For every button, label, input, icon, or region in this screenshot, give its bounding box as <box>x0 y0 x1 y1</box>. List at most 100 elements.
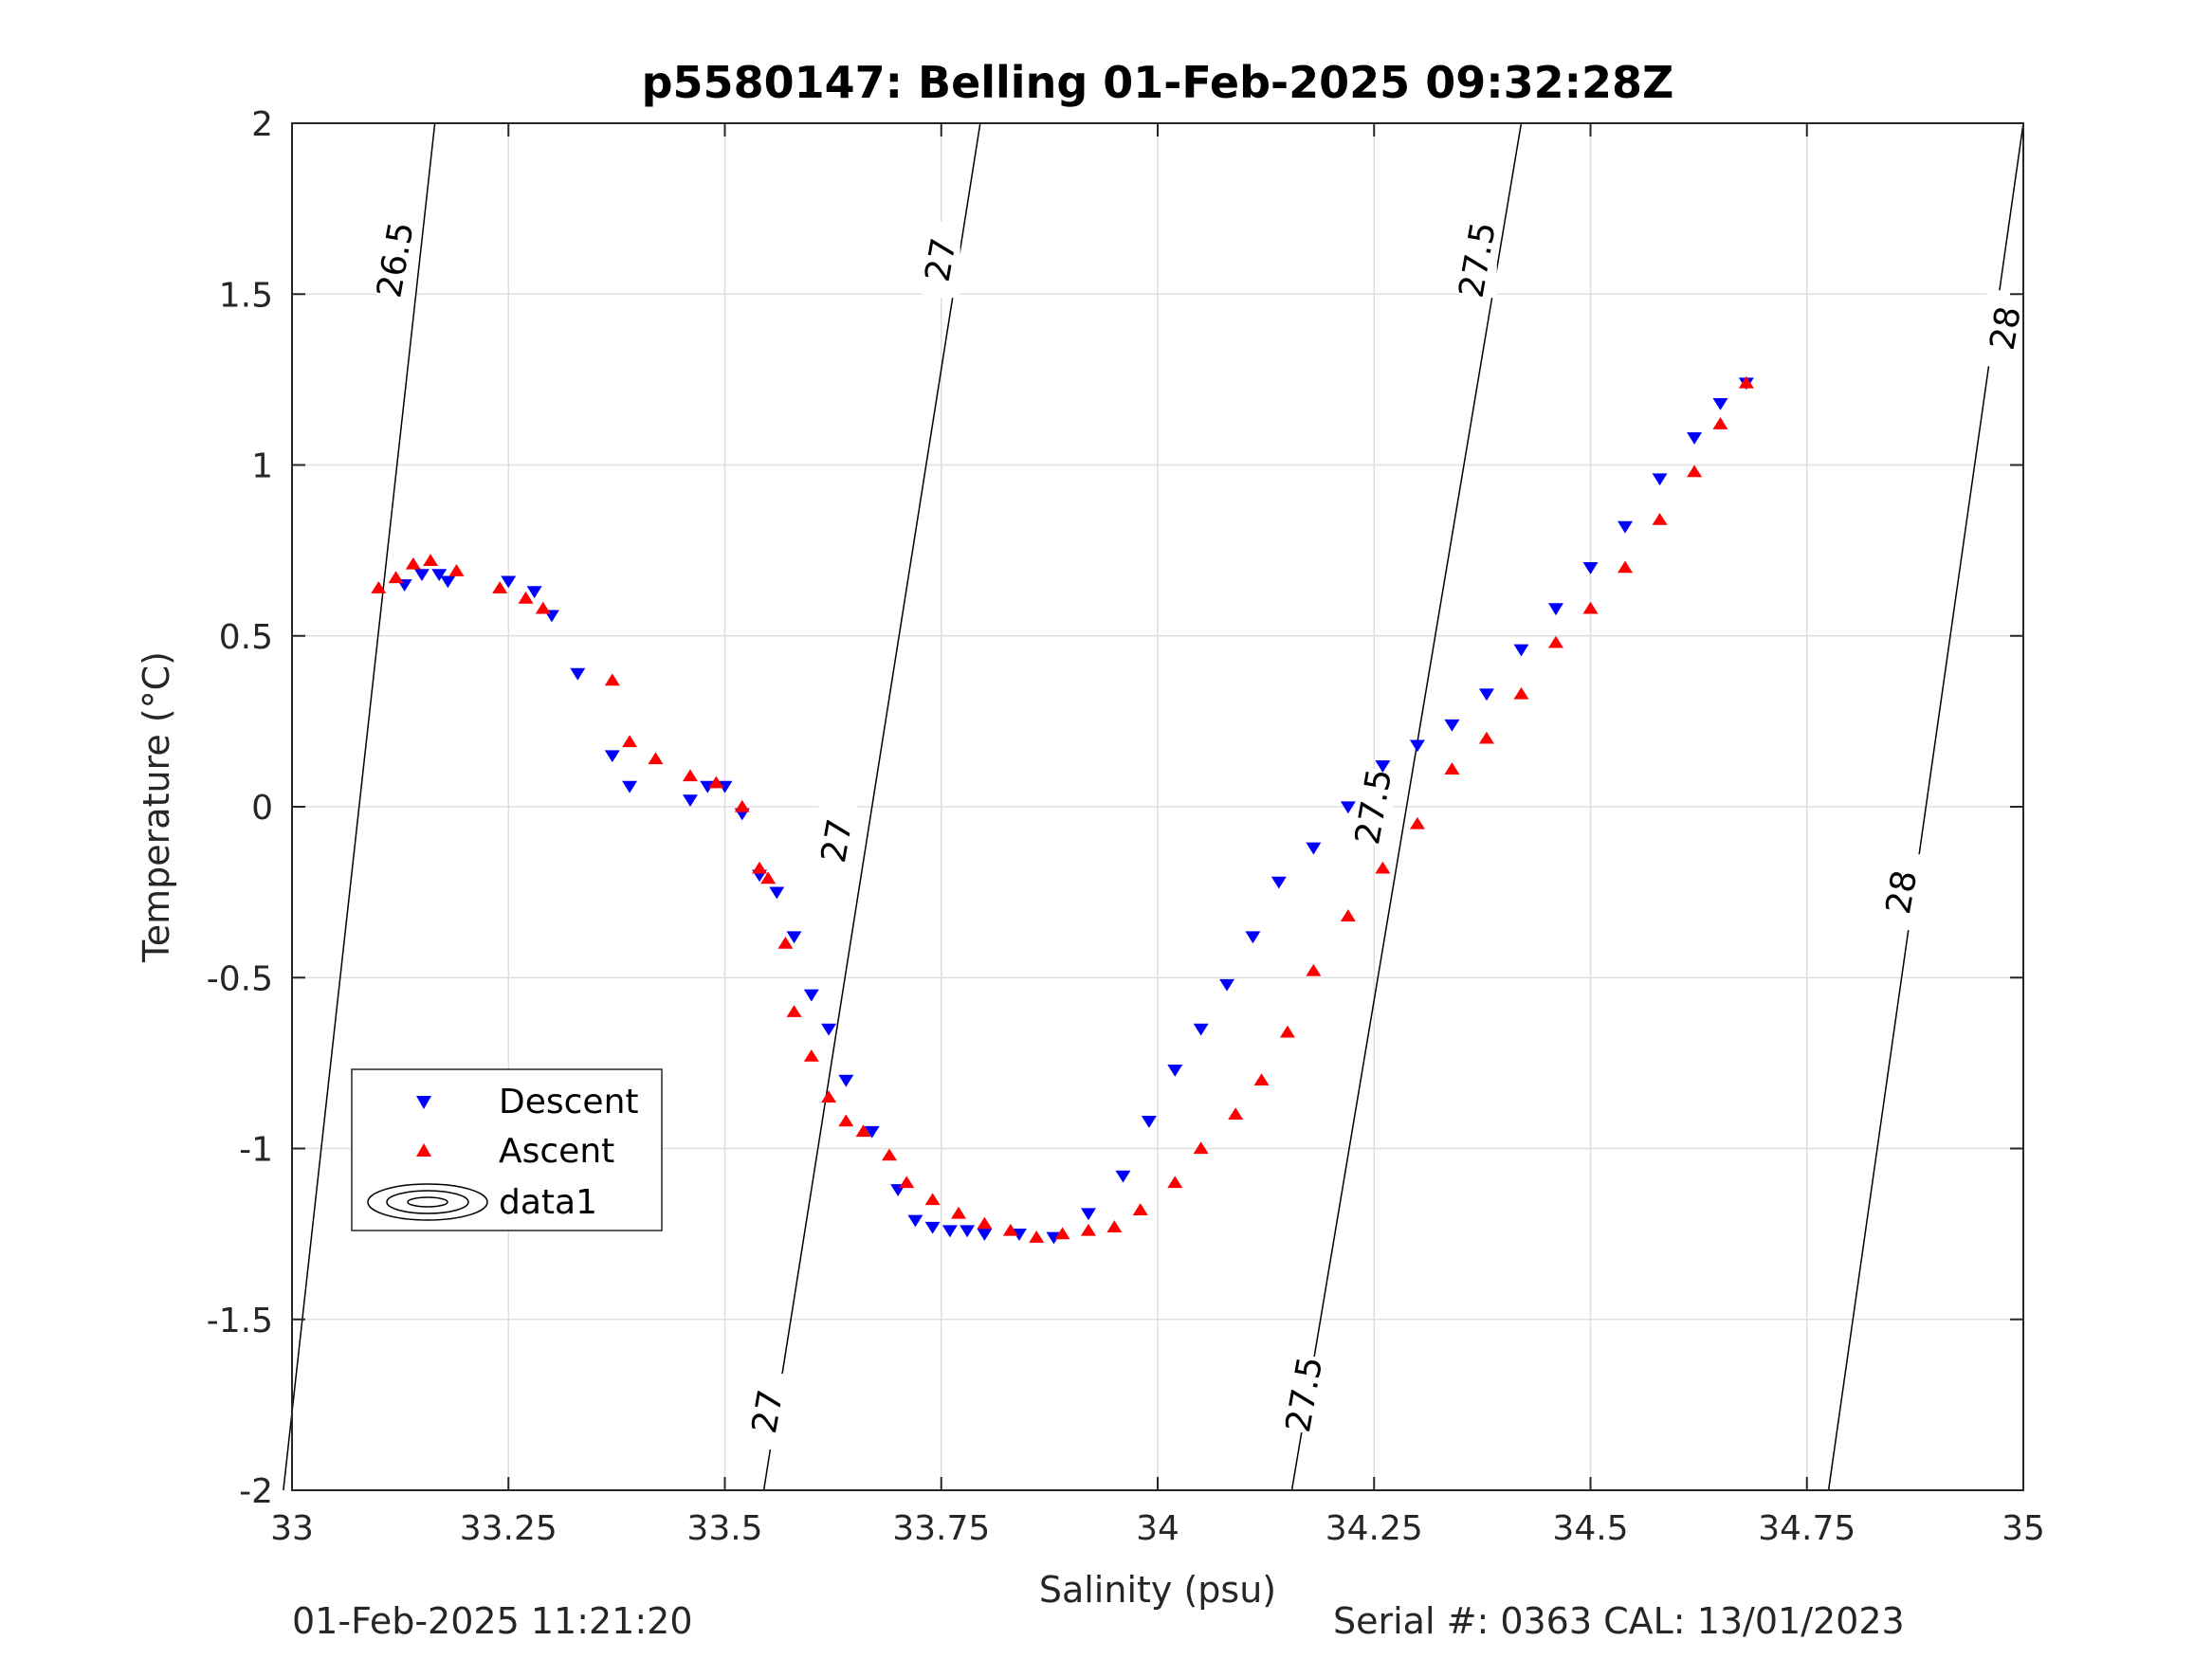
serial-calibration-footer: Serial #: 0363 CAL: 13/01/2023 <box>1333 1600 1905 1642</box>
y-tick-label: 0.5 <box>219 618 273 657</box>
ascent-point <box>951 1206 967 1219</box>
ascent-point <box>786 1005 802 1017</box>
descent-point <box>1167 1064 1183 1077</box>
x-tick-label: 34 <box>1136 1509 1179 1548</box>
ascent-point <box>1478 731 1494 744</box>
descent-point <box>803 989 819 1002</box>
descent-point <box>1687 432 1703 445</box>
x-tick-label: 35 <box>2002 1509 2045 1548</box>
ascent-point <box>1054 1227 1070 1240</box>
ascent-point <box>1132 1203 1148 1215</box>
descent-point <box>838 1074 854 1087</box>
contour-label: 28 <box>1879 867 1925 917</box>
axis-ticks: 33 33.25 33.5 33.75 34 34.25 34.5 34.75 35 -2 -1.5… <box>207 105 2045 1548</box>
legend-ascent-marker <box>416 1143 431 1157</box>
ascent-point <box>371 581 387 593</box>
legend-contour-icon <box>367 1183 488 1221</box>
descent-point <box>1513 644 1529 657</box>
ascent-point <box>752 861 768 874</box>
ascent-point <box>1167 1176 1183 1189</box>
descent-point <box>924 1221 941 1234</box>
descent-point <box>1115 1170 1131 1183</box>
ascent-point <box>760 871 777 884</box>
descent-point <box>622 780 638 793</box>
ascent-point <box>1618 560 1634 574</box>
x-tick-label: 33.25 <box>460 1509 558 1548</box>
contour-label-bg <box>818 803 857 880</box>
y-tick-label: 1 <box>251 447 273 486</box>
ascent-point <box>622 735 638 748</box>
density-contour-line <box>1290 122 1523 1491</box>
ascent-point <box>1375 861 1391 874</box>
ascent-point <box>604 673 620 686</box>
ascent-point <box>648 752 664 765</box>
y-tick-label: 0 <box>251 789 273 828</box>
legend-descent-marker <box>416 1096 431 1109</box>
ascent-point <box>1029 1231 1045 1243</box>
ascent-point <box>1193 1141 1209 1155</box>
descent-point <box>682 794 698 807</box>
ascent-point <box>1106 1220 1123 1233</box>
contour-label-bg <box>1883 854 1922 931</box>
ascent-point <box>1409 816 1425 830</box>
descent-point <box>1478 688 1494 702</box>
y-axis-label: Temperature (°C) <box>136 651 177 963</box>
contour-label-bg <box>376 222 415 299</box>
ascent-point <box>1582 601 1599 614</box>
ascent-point <box>1738 375 1754 389</box>
ascent-point <box>1080 1223 1096 1236</box>
descent-point <box>907 1214 923 1228</box>
ascent-point <box>821 1090 837 1103</box>
ascent-point <box>1687 465 1703 478</box>
ascent-point <box>1444 762 1460 775</box>
contour-label: 27 <box>745 1387 791 1436</box>
descent-point <box>1375 760 1391 773</box>
ascent-point <box>855 1124 871 1138</box>
ascent-point <box>924 1193 941 1206</box>
ascent-point <box>777 937 794 949</box>
descent-point <box>769 886 785 900</box>
y-tick-label: 1.5 <box>219 276 273 315</box>
x-tick-label: 34.25 <box>1325 1509 1423 1548</box>
x-tick-label: 33.5 <box>686 1509 762 1548</box>
ascent-point <box>492 581 508 593</box>
ascent-point <box>405 556 421 570</box>
ascent-point <box>977 1216 993 1230</box>
descent-point <box>1080 1208 1096 1221</box>
legend-contour-label: data1 <box>499 1183 597 1222</box>
contour-label-bg <box>1458 222 1497 299</box>
descent-point <box>501 575 517 589</box>
ascent-point <box>535 601 551 614</box>
descent-point <box>1141 1116 1157 1128</box>
descent-point <box>1340 801 1356 814</box>
legend: Descent Ascent data1 <box>351 1068 663 1231</box>
descent-point <box>570 667 586 681</box>
ascent-point <box>838 1114 854 1127</box>
ascent-point <box>1002 1223 1018 1236</box>
contour-label: 27 <box>919 235 964 284</box>
legend-ascent-label: Ascent <box>499 1132 614 1171</box>
ascent-point <box>1279 1025 1295 1038</box>
contour-label-bg <box>1355 769 1394 845</box>
contour-label: 28 <box>1983 303 2029 353</box>
ascent-point <box>388 571 404 584</box>
descent-point <box>960 1225 976 1238</box>
descent-point <box>1409 739 1425 753</box>
ascent-point <box>1306 963 1322 976</box>
ascent-point <box>1712 417 1728 429</box>
x-axis-label: Salinity (psu) <box>1039 1569 1276 1611</box>
x-tick-label: 33 <box>270 1509 314 1548</box>
series-descent <box>396 377 1754 1245</box>
ascent-point <box>448 564 465 576</box>
descent-point <box>604 750 620 763</box>
ascent-point <box>734 799 750 812</box>
descent-point <box>1306 842 1322 855</box>
ascent-point <box>518 591 534 604</box>
descent-point <box>1444 719 1460 732</box>
y-tick-label: -0.5 <box>207 959 273 998</box>
contour-label-bg <box>1986 290 2025 367</box>
legend-descent-label: Descent <box>499 1083 639 1121</box>
descent-point <box>821 1023 837 1036</box>
grid <box>291 122 2024 1491</box>
